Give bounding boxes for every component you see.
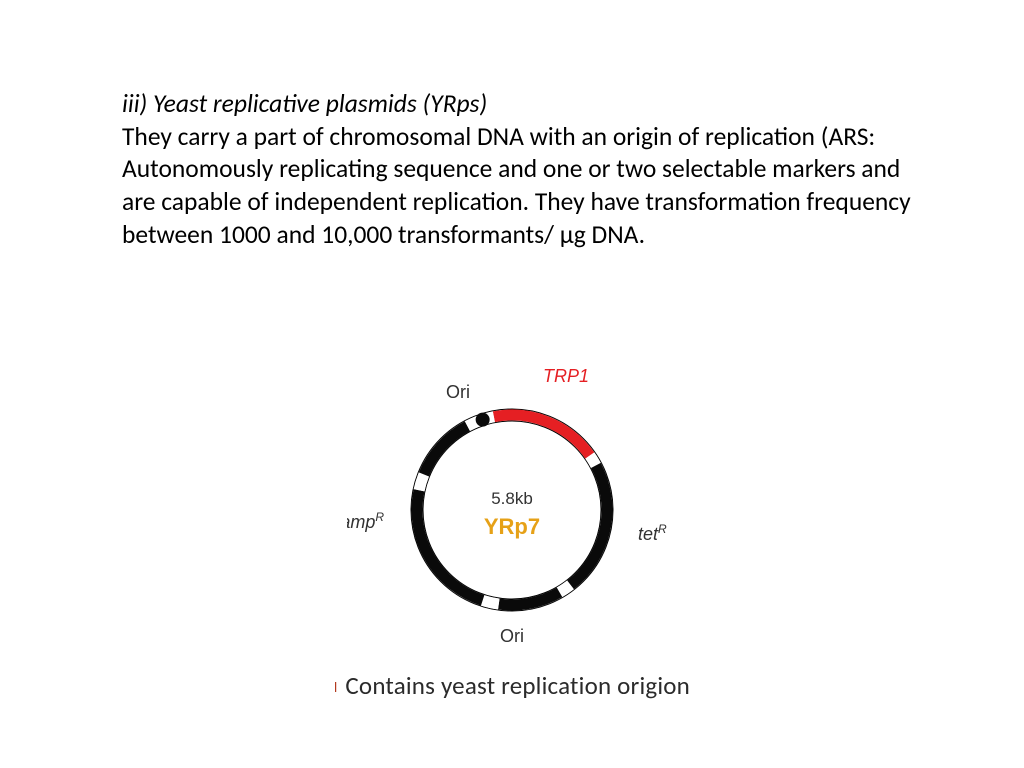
plasmid-seg-amp bbox=[417, 490, 483, 600]
plasmid-diagram: 5.8kb YRp7 TRP1 Ori ampR tetR Ori bbox=[0, 350, 1024, 660]
plasmid-seg-gap3 bbox=[483, 600, 499, 604]
plasmid-seg-gap1 bbox=[590, 456, 596, 466]
plasmid-seg-tet bbox=[570, 465, 607, 584]
plasmid-name-label: YRp7 bbox=[484, 514, 540, 539]
caption-bullet: l bbox=[334, 679, 337, 696]
plasmid-label-ori_bot_lbl: Ori bbox=[500, 626, 524, 646]
plasmid-label-ori_top_lbl: Ori bbox=[446, 382, 470, 402]
plasmid-seg-gap4 bbox=[419, 474, 424, 490]
caption-line: l Contains yeast replication origion bbox=[0, 670, 1024, 701]
section-body: They carry a part of chromosomal DNA wit… bbox=[122, 121, 911, 250]
plasmid-label-tet_lbl: tetR bbox=[638, 522, 667, 544]
ori-dot bbox=[476, 413, 490, 427]
plasmid-svg: 5.8kb YRp7 TRP1 Ori ampR tetR Ori bbox=[347, 350, 677, 660]
plasmid-label-trp1_lbl: TRP1 bbox=[543, 366, 589, 386]
caption-text: Contains yeast replication origion bbox=[345, 670, 690, 701]
plasmid-seg-gap2 bbox=[560, 585, 571, 592]
section-title: iii) Yeast replicative plasmids (YRps) bbox=[122, 88, 487, 119]
plasmid-label-amp_lbl: ampR bbox=[347, 510, 384, 532]
plasmid-size-label: 5.8kb bbox=[491, 489, 533, 508]
text-block: iii) Yeast replicative plasmids (YRps) T… bbox=[122, 88, 912, 251]
